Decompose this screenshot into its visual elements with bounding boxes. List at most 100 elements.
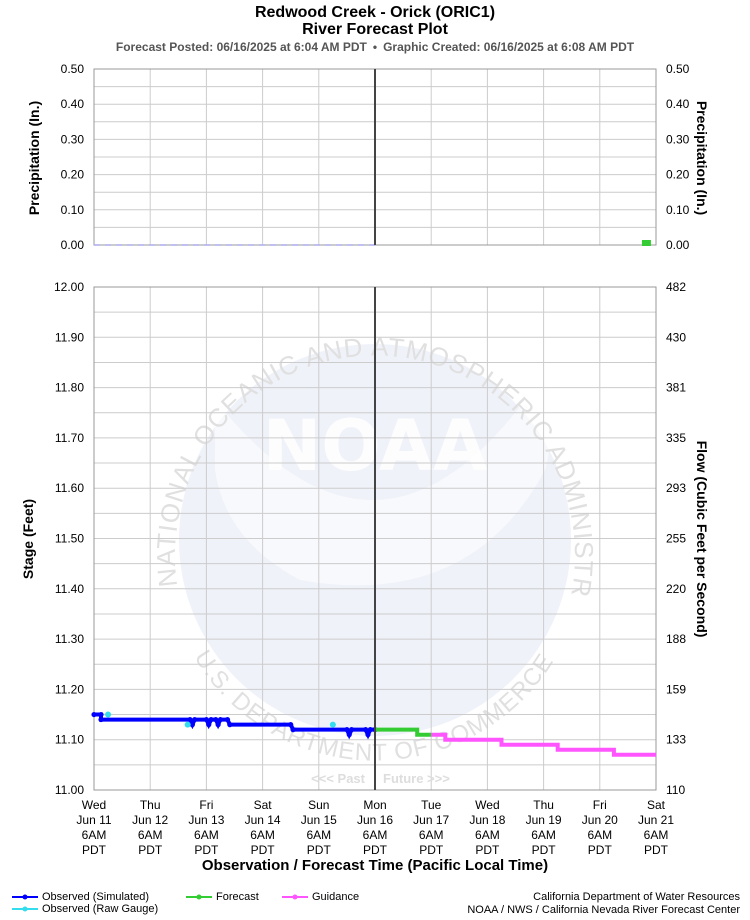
series-point-observed-simulated bbox=[98, 716, 104, 723]
series-point-observed-simulated bbox=[227, 722, 233, 728]
x-tick-line: Thu bbox=[140, 798, 161, 812]
x-tick-line: 6AM bbox=[531, 828, 556, 842]
precip-ytick-right: 0.40 bbox=[666, 97, 690, 111]
graphic-created: Graphic Created: 06/16/2025 at 6:08 AM P… bbox=[383, 40, 635, 54]
precip-ytick-right: 0.10 bbox=[666, 203, 690, 217]
series-point-observed-simulated bbox=[187, 716, 193, 723]
x-tick-line: Sun bbox=[308, 798, 329, 812]
chart-subtitle: River Forecast Plot bbox=[302, 21, 448, 38]
series-point-observed-simulated bbox=[203, 716, 209, 723]
chart-title: Redwood Creek - Orick (ORIC1) bbox=[254, 4, 496, 21]
series-point-observed-simulated bbox=[217, 716, 224, 723]
x-tick-line: 6AM bbox=[587, 828, 612, 842]
flow-ytick-right: 133 bbox=[666, 733, 686, 747]
x-tick-line: PDT bbox=[363, 843, 388, 857]
x-tick-line: 6AM bbox=[644, 828, 669, 842]
precip-ytick-left: 0.00 bbox=[61, 238, 85, 252]
flow-ytick-right: 255 bbox=[666, 532, 686, 546]
precip-ylabel-left: Precipitation (In.) bbox=[26, 101, 42, 215]
flow-ytick-right: 110 bbox=[666, 783, 685, 797]
stage-ytick-left: 11.30 bbox=[55, 632, 84, 646]
x-tick-line: Jun 20 bbox=[582, 813, 618, 827]
stage-ylabel: Stage (Feet) bbox=[20, 499, 36, 579]
series-point-observed-simulated bbox=[365, 732, 371, 738]
x-tick-line: Jun 21 bbox=[638, 813, 674, 827]
x-tick-line: PDT bbox=[475, 843, 500, 857]
x-tick-line: PDT bbox=[251, 843, 276, 857]
x-tick-line: Sat bbox=[647, 798, 666, 812]
stage-ytick-left: 12.00 bbox=[54, 280, 84, 294]
x-tick-line: Tue bbox=[421, 798, 442, 812]
series-point-observed-raw-gauge bbox=[184, 721, 191, 728]
stage-ytick-left: 11.80 bbox=[55, 381, 84, 395]
future-marker: Future >>> bbox=[383, 771, 450, 786]
x-tick-line: 6AM bbox=[250, 828, 275, 842]
x-tick-line: 6AM bbox=[419, 828, 444, 842]
x-tick-line: Jun 19 bbox=[526, 813, 562, 827]
x-tick-line: Jun 15 bbox=[301, 813, 337, 827]
series-line-forecast bbox=[375, 727, 432, 737]
x-tick-line: 6AM bbox=[475, 828, 500, 842]
flow-ytick-right: 335 bbox=[666, 431, 686, 445]
x-tick-line: PDT bbox=[307, 843, 332, 857]
series-point-observed-simulated bbox=[348, 727, 355, 733]
series-point-observed-simulated bbox=[192, 716, 198, 723]
x-tick-line: Jun 13 bbox=[188, 813, 224, 827]
legend-forecast: Forecast bbox=[186, 891, 259, 903]
precip-ytick-left: 0.30 bbox=[61, 132, 85, 146]
forecast-posted: Forecast Posted: 06/16/2025 at 6:04 AM P… bbox=[115, 40, 367, 54]
x-tick-line: PDT bbox=[138, 843, 163, 857]
series-point-observed-simulated bbox=[346, 732, 352, 738]
precip-ytick-right: 0.00 bbox=[666, 238, 690, 252]
precip-forecast-bar bbox=[641, 240, 651, 246]
x-tick-line: PDT bbox=[532, 843, 557, 857]
precip-ytick-left: 0.10 bbox=[61, 203, 85, 217]
x-axis-label: Observation / Forecast Time (Pacific Loc… bbox=[202, 857, 548, 874]
x-tick-line: Fri bbox=[199, 798, 213, 812]
x-tick-line: 6AM bbox=[82, 828, 107, 842]
precip-ylabel-right: Precipitation (In.) bbox=[694, 101, 710, 215]
stage-ytick-left: 11.60 bbox=[55, 481, 84, 495]
stage-ytick-left: 11.70 bbox=[55, 431, 84, 445]
precip-ytick-right: 0.30 bbox=[666, 132, 690, 146]
series-point-observed-simulated bbox=[363, 727, 369, 733]
flow-ytick-right: 159 bbox=[666, 682, 686, 696]
x-tick-line: Jun 11 bbox=[76, 813, 111, 827]
credit-dwr: California Department of Water Resources bbox=[533, 891, 740, 903]
series-point-observed-raw-gauge bbox=[329, 721, 336, 728]
posting-info: Forecast Posted: 06/16/2025 at 6:04 AM P… bbox=[0, 40, 750, 54]
x-tick-line: Mon bbox=[363, 798, 386, 812]
legend-observed-raw-label: Observed (Raw Gauge) bbox=[42, 903, 159, 915]
series-point-observed-simulated bbox=[288, 722, 294, 728]
series-point-observed-simulated bbox=[290, 727, 296, 733]
series-line-guidance bbox=[431, 732, 656, 757]
x-tick-line: Fri bbox=[593, 798, 607, 812]
x-tick-line: Jun 17 bbox=[413, 813, 449, 827]
x-tick-line: 6AM bbox=[363, 828, 388, 842]
series-point-observed-simulated bbox=[367, 727, 373, 733]
precip-ytick-right: 0.50 bbox=[666, 62, 690, 76]
x-tick-line: PDT bbox=[194, 843, 219, 857]
precip-ytick-left: 0.40 bbox=[61, 97, 85, 111]
series-point-observed-simulated bbox=[206, 722, 212, 728]
flow-ytick-right: 381 bbox=[666, 381, 686, 395]
x-tick-line: PDT bbox=[588, 843, 613, 857]
precip-ytick-left: 0.50 bbox=[61, 62, 85, 76]
stage-ytick-left: 11.50 bbox=[55, 532, 84, 546]
legend-observed-raw: Observed (Raw Gauge) bbox=[12, 903, 158, 915]
legend-observed-simulated: Observed (Simulated) bbox=[12, 891, 149, 903]
x-tick-line: Jun 14 bbox=[245, 813, 281, 827]
x-tick-line: Sat bbox=[254, 798, 273, 812]
x-tick-line: 6AM bbox=[194, 828, 219, 842]
watermark-gull bbox=[215, 395, 550, 586]
stage-ytick-left: 11.10 bbox=[55, 733, 84, 747]
